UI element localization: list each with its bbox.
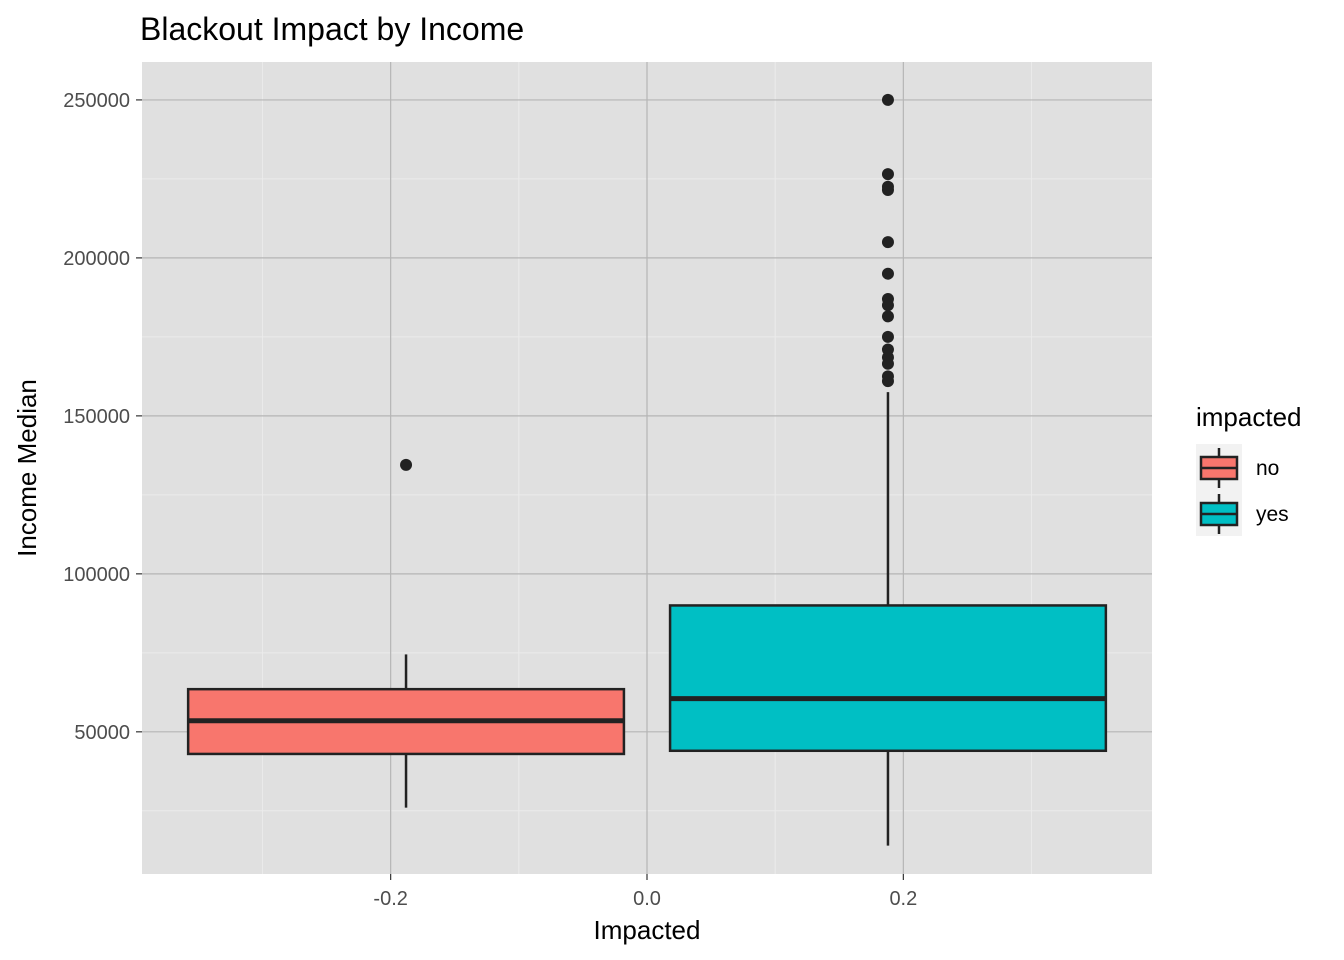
legend: impacted no yes <box>1196 402 1302 536</box>
outlier-point <box>881 93 894 106</box>
y-tick-label: 200000 <box>63 248 130 270</box>
outlier-point <box>881 168 894 181</box>
y-tick-label: 250000 <box>63 90 130 112</box>
chart-title: Blackout Impact by Income <box>140 11 524 47</box>
outlier-point <box>881 267 894 280</box>
outlier-point <box>881 370 894 383</box>
box-no <box>186 458 626 808</box>
y-tick-label: 100000 <box>63 564 130 586</box>
outlier-point <box>881 330 894 343</box>
outlier-point <box>881 292 894 305</box>
legend-keys: no yes <box>1199 448 1289 534</box>
boxes <box>186 93 1108 846</box>
legend-title: impacted <box>1196 402 1302 432</box>
legend-item-no: no <box>1199 448 1279 488</box>
plot-panel <box>142 62 1152 874</box>
outlier-point <box>881 310 894 323</box>
legend-label: yes <box>1256 503 1289 526</box>
legend-item-yes: yes <box>1199 494 1289 534</box>
legend-label: no <box>1256 457 1279 480</box>
outlier-point <box>400 458 413 471</box>
y-axis-ticks: 50000 100000 150000 200000 250000 <box>63 90 142 744</box>
box-yes <box>668 93 1108 846</box>
x-axis-title: Impacted <box>594 915 701 945</box>
outlier-point <box>881 236 894 249</box>
x-tick-label: 0.0 <box>633 888 661 910</box>
y-tick-label: 50000 <box>74 722 130 744</box>
x-axis-ticks: -0.2 0.0 0.2 <box>373 874 917 910</box>
y-tick-label: 150000 <box>63 406 130 428</box>
x-tick-label: 0.2 <box>889 888 917 910</box>
box-iqr <box>668 604 1108 753</box>
y-axis-title: Income Median <box>12 379 42 557</box>
outlier-point <box>881 343 894 356</box>
outlier-point <box>881 180 894 193</box>
x-tick-label: -0.2 <box>373 888 407 910</box>
